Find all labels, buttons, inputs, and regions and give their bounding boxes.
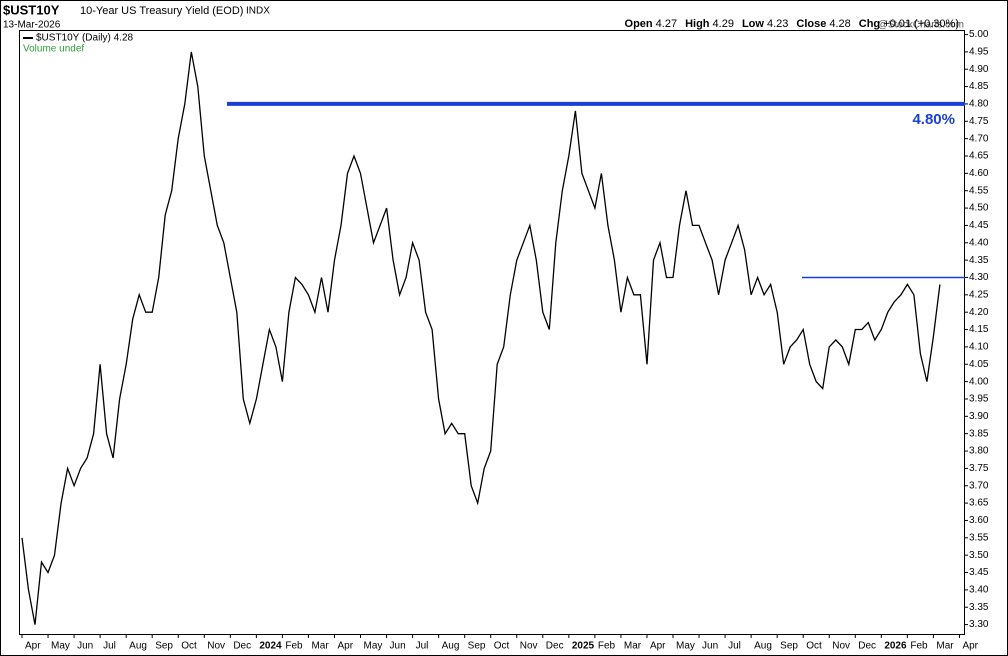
y-tick-label: 3.45 (969, 567, 989, 578)
x-tick-label: Feb (910, 641, 928, 652)
y-tick-label: 3.60 (969, 515, 989, 526)
reference-label: 4.80% (912, 111, 955, 128)
y-tick-label: 3.90 (969, 411, 989, 422)
y-tick-label: 3.75 (969, 463, 989, 474)
y-tick-label: 4.60 (969, 168, 989, 179)
quote-value: 4.29 (713, 18, 734, 30)
x-tick-label: Aug (442, 641, 460, 652)
x-tick-label: Dec (546, 641, 564, 652)
x-tick-label: May (676, 641, 695, 652)
y-tick-label: 4.10 (969, 342, 989, 353)
y-tick-label: 4.75 (969, 116, 989, 127)
x-tick-label: 2024 (259, 641, 282, 652)
y-tick-label: 3.65 (969, 498, 989, 509)
x-tick-label: Feb (285, 641, 303, 652)
y-tick-label: 4.25 (969, 289, 989, 300)
x-tick-label: Nov (832, 641, 850, 652)
x-tick-label: Apr (25, 641, 41, 652)
y-tick-label: 4.00 (969, 376, 989, 387)
exchange: INDX (246, 6, 270, 17)
y-tick-label: 5.00 (969, 29, 989, 40)
y-tick-label: 4.40 (969, 237, 989, 248)
x-tick-label: Oct (806, 641, 822, 652)
volume-label: Volume undef (23, 44, 84, 55)
x-tick-label: Jul (103, 641, 116, 652)
quote-value: 4.27 (656, 18, 677, 30)
x-tick-label: Nov (520, 641, 538, 652)
y-tick-label: 3.35 (969, 602, 989, 613)
x-tick-label: Mar (624, 641, 642, 652)
chart-title: 10-Year US Treasury Yield (EOD) (80, 5, 243, 17)
y-tick-label: 4.95 (969, 47, 989, 58)
x-tick-label: Oct (181, 641, 197, 652)
watermark: @StockCharts.com (878, 20, 964, 31)
quote: Open 4.27 High 4.29 Low 4.23 Close 4.28 Chg +0.01… (625, 18, 959, 30)
y-tick-label: 4.85 (969, 81, 989, 92)
x-tick-label: Apr (650, 641, 666, 652)
y-tick-label: 4.20 (969, 307, 989, 318)
y-tick-label: 4.35 (969, 255, 989, 266)
x-tick-label: Jul (416, 641, 429, 652)
x-tick-label: Jun (390, 641, 406, 652)
x-tick-label: Feb (598, 641, 616, 652)
price-line (21, 51, 941, 625)
x-tick-label: Mar (311, 641, 329, 652)
x-tick-label: Dec (233, 641, 251, 652)
y-tick-label: 4.15 (969, 324, 989, 335)
x-tick-label: Aug (129, 641, 147, 652)
y-tick-label: 3.80 (969, 446, 989, 457)
y-tick-label: 4.90 (969, 64, 989, 75)
quote-label: Low (742, 18, 764, 30)
quote-value: +0.01 (+0.30%) (883, 18, 959, 30)
x-tick-label: 2026 (884, 641, 907, 652)
x-tick-label: May (364, 641, 383, 652)
x-tick-label: Mar (936, 641, 954, 652)
y-tick-label: 3.95 (969, 394, 989, 405)
x-tick-label: May (51, 641, 70, 652)
y-tick-label: 4.55 (969, 185, 989, 196)
y-tick-label: 3.85 (969, 428, 989, 439)
quote-label: Close (796, 18, 826, 30)
y-tick-label: 4.05 (969, 359, 989, 370)
x-tick-label: 2025 (572, 641, 595, 652)
y-tick-label: 4.45 (969, 220, 989, 231)
y-tick-label: 3.30 (969, 619, 989, 630)
quote-value: 4.28 (829, 18, 850, 30)
y-tick-label: 4.65 (969, 151, 989, 162)
x-tick-label: Oct (494, 641, 510, 652)
symbol: $UST10Y (3, 2, 60, 17)
plot-frame (19, 30, 965, 635)
date: 13-Mar-2026 (3, 20, 61, 31)
x-tick-label: Apr (962, 641, 978, 652)
y-tick-label: 4.80 (969, 99, 989, 110)
y-tick-label: 4.30 (969, 272, 989, 283)
y-tick-label: 3.55 (969, 532, 989, 543)
y-tick-label: 4.50 (969, 203, 989, 214)
y-tick-label: 4.70 (969, 133, 989, 144)
x-tick-label: Jun (702, 641, 718, 652)
x-tick-label: Jun (77, 641, 93, 652)
x-tick-label: Jul (728, 641, 741, 652)
x-tick-label: Sep (468, 641, 486, 652)
y-tick-label: 3.70 (969, 480, 989, 491)
quote-label: Open (625, 18, 653, 30)
quote-value: 4.23 (767, 18, 788, 30)
quote-label: High (685, 18, 710, 30)
x-tick-label: Nov (207, 641, 225, 652)
x-tick-label: Aug (754, 641, 772, 652)
y-tick-label: 3.50 (969, 550, 989, 561)
x-tick-label: Sep (780, 641, 798, 652)
x-tick-label: Dec (858, 641, 876, 652)
x-tick-label: Sep (155, 641, 173, 652)
legend-label: $UST10Y (Daily) 4.28 (36, 33, 134, 44)
y-tick-label: 3.40 (969, 585, 989, 596)
x-tick-label: Apr (337, 641, 353, 652)
quote-label: Chg (859, 18, 880, 30)
